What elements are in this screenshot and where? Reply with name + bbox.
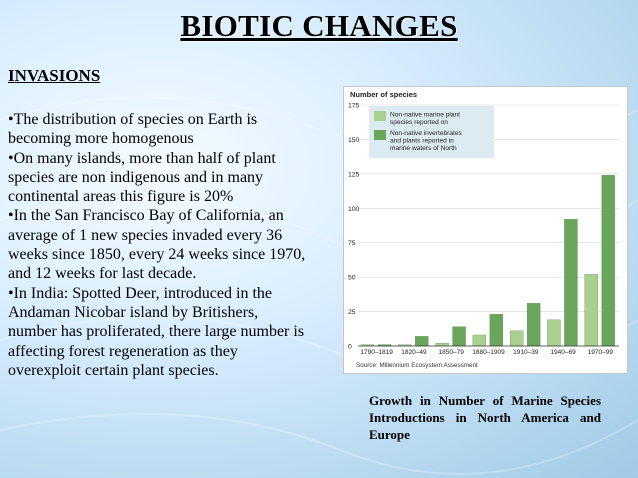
- bar-europe: [584, 274, 598, 347]
- legend-label-north-america: Non-native invertebrates and plants repo…: [390, 130, 464, 152]
- legend: Non-native marine plant species reported…: [369, 106, 494, 158]
- bar-north-america: [526, 303, 541, 347]
- bar-north-america: [489, 314, 504, 347]
- legend-label-line: and plants reported in: [390, 138, 454, 145]
- y-tick-label: 150: [348, 137, 360, 144]
- x-tick-label: 1940–69: [550, 349, 576, 356]
- bullet-item: •On many islands, more than half of plan…: [8, 149, 276, 206]
- x-tick-label: 1910–39: [513, 349, 539, 356]
- bar-europe: [472, 334, 487, 347]
- chart-source: Source: Millennium Ecosystem Assessment: [356, 362, 478, 369]
- bullet-item: •The distribution of species on Earth is…: [8, 111, 258, 148]
- chart-panel: Number of species 0 25 50 75 100 125 150 175 17…: [343, 86, 628, 374]
- gridlines: [358, 104, 619, 312]
- chart-title: Number of species: [350, 90, 417, 99]
- x-tick-label: 1970–99: [588, 349, 614, 356]
- bar-europe: [509, 330, 524, 347]
- y-tick-label: 100: [348, 206, 360, 213]
- bar-europe: [435, 343, 449, 347]
- x-tick-label: 1850–79: [439, 349, 465, 356]
- y-tick-label: 175: [348, 103, 360, 110]
- bar-europe: [547, 319, 561, 347]
- x-axis-ticks: 1790–1819 1820–49 1850–79 1880–1909 1910–39 1…: [360, 349, 613, 356]
- y-tick-label: 125: [348, 171, 360, 178]
- legend-swatch-europe: [374, 111, 386, 121]
- bar-north-america: [564, 219, 578, 347]
- y-axis-ticks: 0 25 50 75 100 125 150 175: [348, 103, 360, 351]
- bar-north-america: [601, 175, 615, 347]
- species-chart: Number of species 0 25 50 75 100 125 150 175 17…: [348, 90, 619, 369]
- bar-north-america: [452, 326, 466, 347]
- legend-label-line: Non-native marine plant: [390, 112, 460, 119]
- legend-label-line: species reported on: [390, 119, 448, 126]
- bullet-item: •In the San Francisco Bay of California,…: [8, 207, 306, 283]
- slide-title: BIOTIC CHANGES: [180, 8, 458, 43]
- legend-label-line: Non-native invertebrates: [390, 130, 463, 137]
- section-heading: INVASIONS: [8, 66, 101, 85]
- y-tick-label: 50: [348, 275, 356, 282]
- bullet-list: •The distribution of species on Earth is…: [8, 110, 308, 380]
- legend-label-line: marine waters of North: [390, 145, 457, 152]
- y-tick-label: 0: [348, 344, 352, 351]
- legend-label-europe: Non-native marine plant species reported…: [390, 112, 462, 127]
- legend-background: [369, 106, 494, 158]
- y-tick-label: 75: [348, 240, 356, 247]
- y-tick-label: 25: [348, 309, 356, 316]
- bars: [360, 175, 615, 347]
- x-tick-label: 1820–49: [401, 349, 427, 356]
- x-tick-label: 1880–1909: [472, 349, 505, 356]
- x-tick-label: 1790–1819: [360, 349, 393, 356]
- bullet-item: •In India: Spotted Deer, introduced in t…: [8, 284, 305, 379]
- bar-north-america: [415, 336, 429, 347]
- legend-swatch-north-america: [374, 130, 386, 140]
- chart-caption: Growth in Number of Marine Species Intro…: [369, 393, 601, 442]
